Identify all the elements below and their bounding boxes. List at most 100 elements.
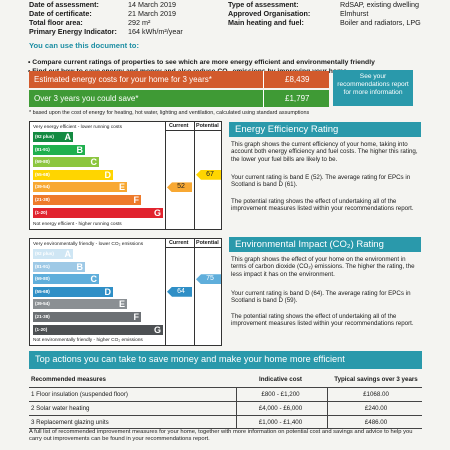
rating-band-e: (39-54) E (33, 182, 127, 193)
info-label: Date of assessment: (29, 0, 99, 9)
band-letter: F (133, 312, 140, 322)
rating-band-a: (92 plus) A (33, 249, 73, 259)
table-cell: 3 Replacement glazing units (31, 419, 109, 426)
band-range: (92 plus) (35, 251, 54, 256)
info-left-1-value: 21 March 2019 (128, 9, 176, 18)
rating-band-b: (81-91) B (33, 261, 85, 272)
info-left-0-value: 14 March 2019 (128, 0, 176, 9)
table-row: 2 Solar water heating £4,000 - £6,000 £2… (29, 403, 422, 414)
band-range: (69-80) (35, 276, 50, 282)
band-letter: E (118, 182, 125, 193)
band-letter: E (118, 299, 125, 310)
chart-divider (165, 130, 222, 131)
table-cell: £4,000 - £6,000 (258, 405, 303, 412)
ei-paragraph-2: Your current rating is band D (64). The … (231, 290, 411, 305)
table-rule (236, 387, 237, 428)
estimated-costs-value: £8,439 (285, 75, 310, 84)
divider (263, 90, 264, 107)
rating-band-d: (55-68) D (33, 169, 113, 180)
chart-divider (165, 122, 166, 229)
energy-efficiency-title: Energy Efficiency Rating (229, 122, 421, 137)
info-right-2: Main heating and fuel: (228, 18, 304, 27)
band-letter: G (153, 324, 161, 335)
band-letter: D (104, 169, 112, 180)
rating-band-g: (1-20) G (33, 324, 163, 335)
table-header: Recommended measures (31, 376, 106, 383)
table-header: Typical savings over 3 years (334, 376, 418, 383)
current-rating-arrow: 52 (167, 182, 192, 193)
info-left-3: Primary Energy Indicator: (29, 27, 117, 36)
table-rule (29, 415, 422, 416)
chart-divider (194, 239, 195, 345)
table-cell: £1,000 - £1,400 (258, 419, 303, 426)
rating-band-c: (69-80) C (33, 274, 99, 285)
band-range: (69-80) (35, 159, 50, 165)
table-cell: £800 - £1,200 (261, 391, 300, 398)
chart-top-label: Very environmentally friendly - lower CO… (33, 242, 144, 247)
band-range: (1-20) (35, 326, 48, 332)
chart-divider (165, 247, 222, 248)
band-range: (1-20) (35, 209, 48, 215)
rating-band-f: (21-38) F (33, 312, 141, 322)
table-cell: 2 Solar water heating (31, 405, 90, 412)
intro-heading: You can use this document to: (29, 41, 139, 50)
ee-paragraph-3: The potential rating shows the effect of… (231, 198, 414, 213)
table-row: 1 Floor insulation (suspended floor) £80… (29, 389, 422, 400)
band-range: (55-68) (35, 171, 50, 177)
info-right-0: Type of assessment: (228, 0, 299, 9)
table-cell: 1 Floor insulation (suspended floor) (31, 391, 128, 398)
potential-column-header: Potential (196, 123, 219, 129)
band-range: (21-38) (35, 314, 50, 319)
info-left-1: Date of certificate: (29, 9, 92, 18)
info-left-3-value: 164 kWh/m²/year (128, 27, 183, 36)
ee-paragraph-2: Your current rating is band E (52). The … (231, 174, 411, 189)
rating-band-a: (92 plus) A (33, 132, 73, 142)
chart-top-label: Very energy efficient - lower running co… (33, 125, 122, 130)
rating-band-f: (21-38) F (33, 195, 141, 205)
band-range: (81-91) (35, 263, 50, 269)
ei-paragraph-3: The potential rating shows the effect of… (231, 313, 414, 328)
rating-band-c: (69-80) C (33, 157, 99, 168)
intro-bullet: Compare current ratings of properties to… (28, 59, 375, 68)
table-rule (327, 387, 328, 428)
energy-efficiency-chart: Current Potential Very energy efficient … (29, 121, 222, 230)
divider (263, 71, 264, 88)
band-letter: C (90, 157, 98, 168)
chart-bottom-label: Not environmentally friendly - higher CO… (33, 338, 143, 343)
table-rule (29, 387, 422, 388)
info-right-1: Approved Organisation: (228, 9, 311, 18)
environmental-impact-title: Environmental Impact (CO₂) Rating (229, 237, 421, 252)
rating-band-g: (1-20) G (33, 207, 163, 218)
recommendations-note: A full list of recommended improvement m… (29, 429, 413, 442)
chart-divider (194, 122, 195, 229)
table-cell: £1068.00 (363, 391, 389, 398)
band-letter: G (153, 207, 161, 218)
band-range: (39-54) (35, 301, 50, 307)
band-letter: B (76, 261, 84, 272)
see-recommendations-box: See your recommendations report for more… (333, 70, 413, 106)
current-column-header: Current (169, 240, 189, 246)
chart-bottom-label: Not energy efficient - higher running co… (33, 222, 122, 227)
band-letter: D (104, 286, 112, 297)
rating-band-b: (81-91) B (33, 144, 85, 155)
top-actions-banner: Top actions you can take to save money a… (29, 351, 422, 369)
current-column-header: Current (169, 123, 189, 129)
chart-divider (165, 239, 166, 345)
band-range: (92 plus) (35, 134, 54, 139)
info-right-2-value: Boiler and radiators, LPG (340, 18, 421, 27)
band-letter: F (133, 195, 140, 205)
potential-rating-arrow: 75 (196, 274, 221, 285)
band-letter: C (90, 274, 98, 285)
band-range: (39-54) (35, 184, 50, 190)
potential-rating-arrow: 67 (196, 169, 221, 180)
table-header-row: Recommended measures Indicative cost Typ… (29, 374, 422, 385)
table-cell: £486.00 (364, 419, 388, 426)
table-header: Indicative cost (259, 376, 302, 383)
savings-label: Over 3 years you could save* (34, 94, 139, 103)
table-cell: £240.00 (364, 405, 388, 412)
info-left-0: Date of assessment: (29, 0, 99, 9)
estimated-costs-row: Estimated energy costs for your home for… (29, 71, 329, 88)
rating-band-e: (39-54) E (33, 299, 127, 310)
ei-paragraph-1: This graph shows the effect of your home… (231, 256, 415, 278)
band-range: (55-68) (35, 288, 50, 294)
